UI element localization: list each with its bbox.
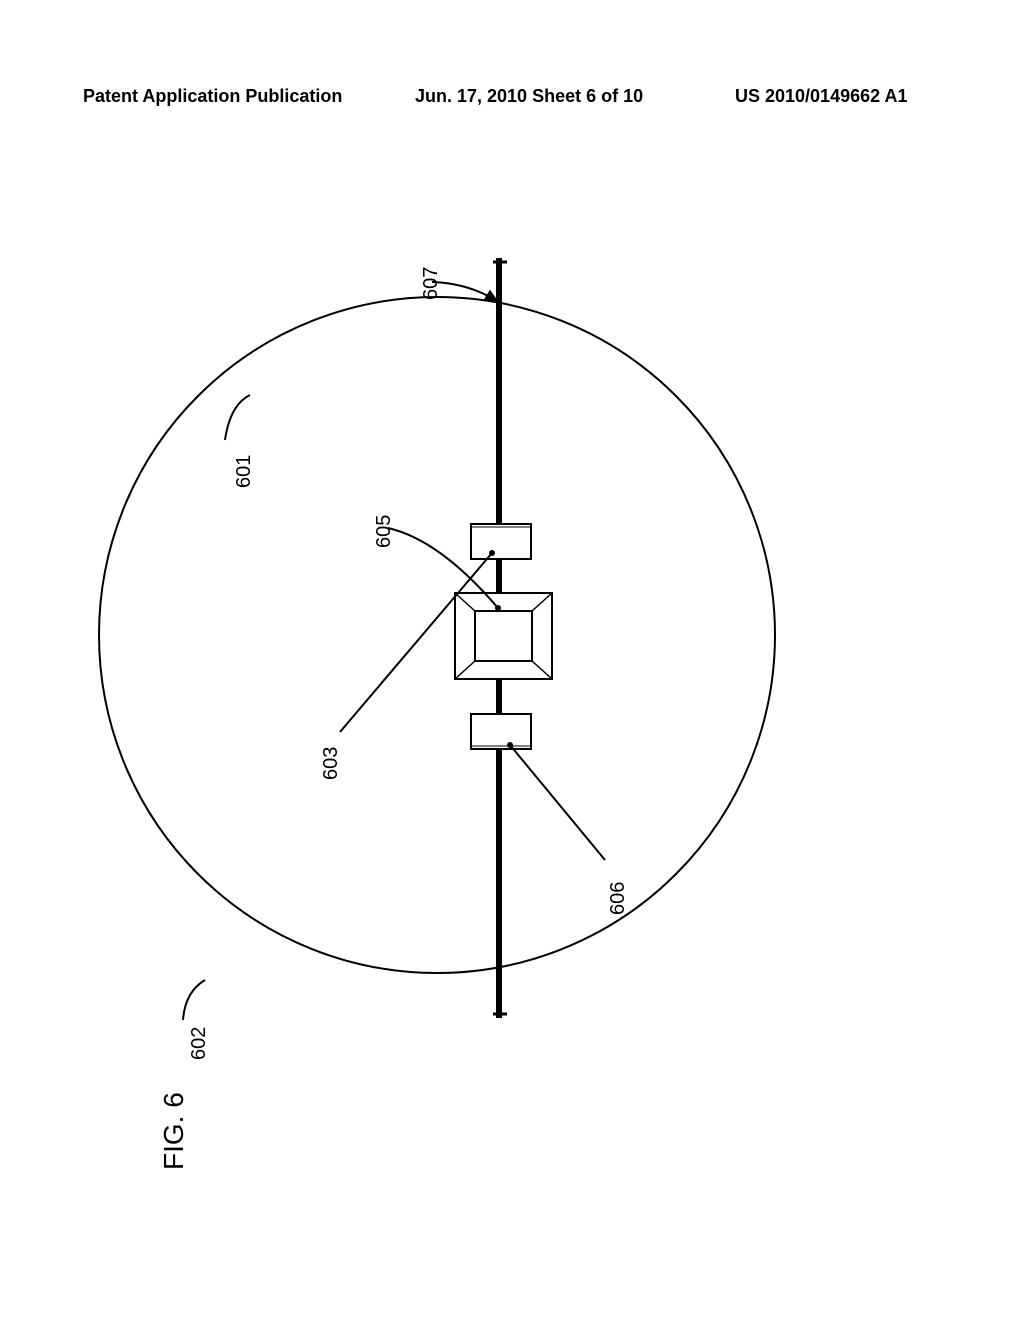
label-606: 606 <box>607 882 630 915</box>
element-603 <box>471 524 531 559</box>
element-605-inner <box>475 611 532 661</box>
figure-label: FIG. 6 <box>158 1092 190 1170</box>
label-603: 603 <box>320 747 343 780</box>
leader-606 <box>510 745 605 860</box>
patent-figure <box>0 0 1024 1320</box>
leader-602 <box>183 980 205 1020</box>
label-605: 605 <box>373 515 396 548</box>
leader-601 <box>225 395 250 440</box>
label-607: 607 <box>420 267 443 300</box>
element-606 <box>471 714 531 749</box>
boundary-circle <box>99 297 775 973</box>
label-601: 601 <box>233 455 256 488</box>
label-602: 602 <box>188 1027 211 1060</box>
